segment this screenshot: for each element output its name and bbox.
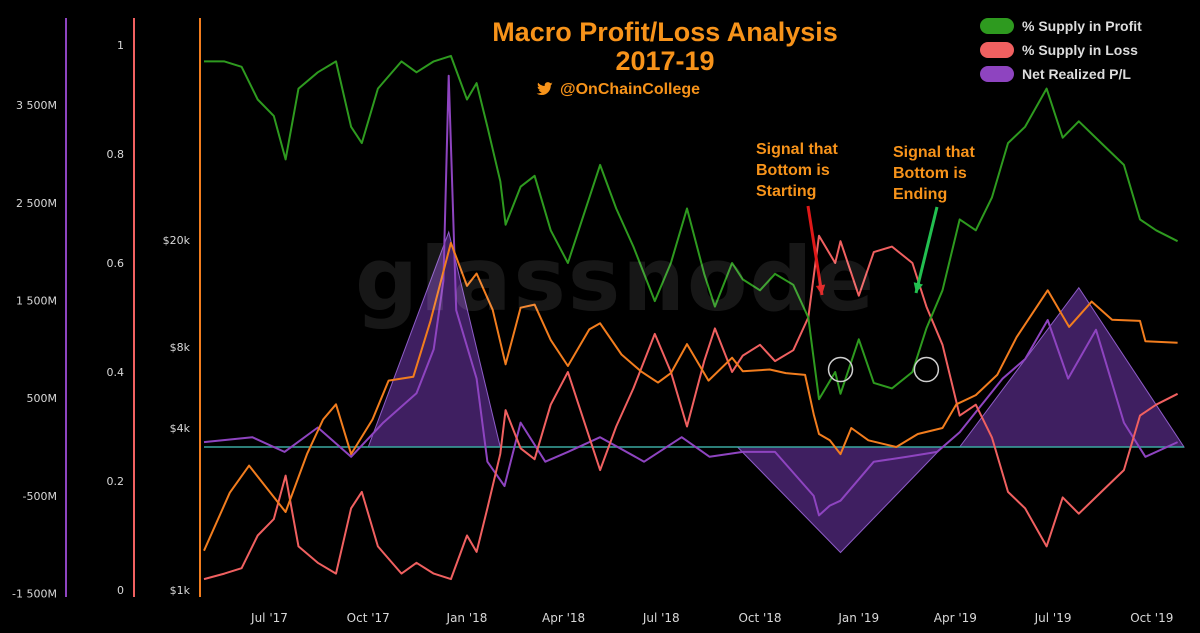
net-pl-tick-3: 1 500M	[16, 294, 57, 307]
legend-label-loss: % Supply in Loss	[1022, 42, 1138, 58]
net-pl-tick-5: 3 500M	[16, 99, 57, 112]
net-pl-tick-0: -1 500M	[12, 588, 57, 601]
twitter-bird-icon	[536, 82, 553, 96]
legend-swatch-net-pl	[980, 66, 1014, 82]
x-tick-5: Oct '18	[738, 611, 781, 625]
annotation-bottom-starting: Signal that Bottom is Starting	[756, 141, 838, 200]
legend: % Supply in Profit % Supply in Loss Net …	[980, 14, 1142, 86]
arrow-bottom-ending	[913, 206, 939, 294]
x-tick-3: Apr '18	[542, 611, 585, 625]
x-tick-8: Jul '19	[1034, 611, 1072, 625]
series-price	[203, 241, 1178, 552]
phase-triangle-1	[736, 446, 944, 554]
legend-item-net-pl[interactable]: Net Realized P/L	[980, 62, 1142, 86]
x-tick-4: Jul '18	[642, 611, 680, 625]
series-supply-loss	[203, 234, 1179, 581]
supply-tick-5: 1	[117, 39, 124, 52]
x-tick-1: Oct '17	[347, 611, 390, 625]
net-pl-tick-4: 2 500M	[16, 197, 57, 210]
arrow-bottom-ending-shaft	[914, 206, 939, 294]
x-tick-2: Jan '18	[446, 611, 488, 625]
phase-triangle-2	[958, 286, 1185, 448]
price-tick-2: $8k	[170, 341, 191, 354]
x-tick-9: Oct '19	[1130, 611, 1173, 625]
net-pl-tick-2: 500M	[27, 392, 58, 405]
watermark: glassnode	[355, 228, 877, 331]
legend-item-profit[interactable]: % Supply in Profit	[980, 14, 1142, 38]
legend-item-loss[interactable]: % Supply in Loss	[980, 38, 1142, 62]
chart-title-line2: 2017-19	[615, 46, 715, 76]
signal-marker-1	[913, 356, 940, 383]
chart-title-line1: Macro Profit/Loss Analysis	[492, 17, 838, 47]
arrow-bottom-starting	[806, 205, 826, 296]
supply-tick-1: 0.2	[107, 475, 125, 488]
x-tick-0: Jul '17	[250, 611, 288, 625]
legend-label-profit: % Supply in Profit	[1022, 18, 1142, 34]
arrow-bottom-ending-head	[913, 282, 923, 293]
signal-marker-0	[827, 356, 854, 383]
arrow-bottom-starting-shaft	[806, 205, 824, 296]
price-tick-1: $4k	[170, 422, 191, 435]
series-supply-profit	[204, 54, 1179, 401]
legend-swatch-loss	[980, 42, 1014, 58]
supply-tick-0: 0	[117, 584, 124, 597]
series-net-pl	[203, 74, 1179, 517]
supply-tick-3: 0.6	[107, 257, 125, 270]
legend-swatch-profit	[980, 18, 1014, 34]
legend-label-net-pl: Net Realized P/L	[1022, 66, 1131, 82]
supply-tick-2: 0.4	[107, 366, 125, 379]
supply-tick-4: 0.8	[107, 148, 125, 161]
annotation-bottom-ending: Signal that Bottom is Ending	[893, 144, 975, 203]
price-tick-3: $20k	[163, 234, 191, 247]
x-tick-6: Jan '19	[837, 611, 879, 625]
arrow-bottom-starting-head	[815, 284, 826, 295]
twitter-handle[interactable]: @OnChainCollege	[536, 81, 700, 99]
twitter-handle-text: @OnChainCollege	[560, 81, 701, 98]
chart-title: Macro Profit/Loss Analysis 2017-19	[430, 18, 900, 76]
price-tick-0: $1k	[170, 584, 191, 597]
x-tick-7: Apr '19	[934, 611, 977, 625]
net-pl-tick-1: -500M	[23, 490, 57, 503]
